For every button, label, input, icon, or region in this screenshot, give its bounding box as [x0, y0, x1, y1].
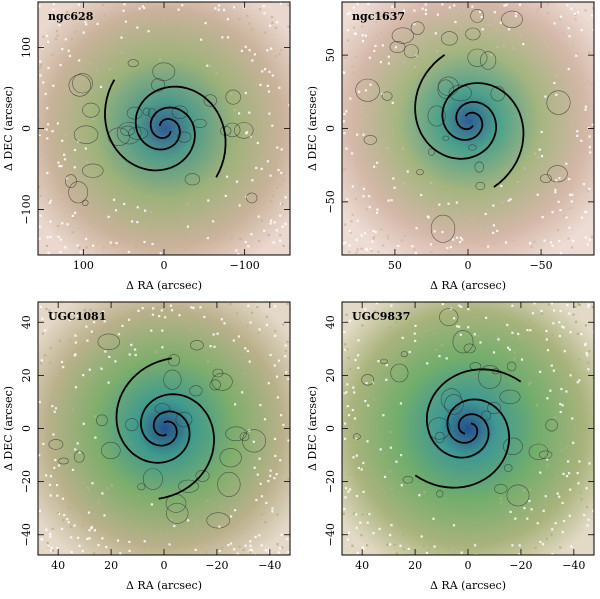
y-axis-label: Δ DEC (arcsec) [2, 386, 15, 471]
panel-name: UGC9837 [352, 310, 410, 323]
x-tick-label: 20 [104, 559, 118, 572]
x-tick-label: −40 [562, 559, 585, 572]
y-tick-label: 0 [20, 425, 33, 432]
y-tick-label: 0 [324, 425, 337, 432]
galaxy-image [38, 2, 290, 255]
spiral-arm-fit [104, 79, 196, 172]
y-tick-label: 0 [324, 125, 337, 132]
y-axis-label: Δ DEC (arcsec) [306, 386, 319, 471]
x-tick-label: −20 [205, 559, 228, 572]
spiral-arm-fit [414, 54, 497, 160]
x-axis-label: Δ RA (arcsec) [430, 579, 506, 592]
y-tick-label: 0 [20, 125, 33, 132]
x-tick-label: −50 [529, 259, 552, 272]
panel-ugc1081: 40 20 0 −20 −40 40 20 0 −20 −40 Δ RA (arcsec) Δ DEC… [2, 301, 291, 592]
x-tick-label: 0 [465, 559, 472, 572]
y-tick-label: −50 [324, 190, 337, 213]
spiral-arm-fit [426, 368, 522, 459]
x-axis-label: Δ RA (arcsec) [430, 279, 506, 292]
y-axis-label: Δ DEC (arcsec) [306, 86, 319, 171]
y-tick-label: 20 [324, 368, 337, 382]
y-tick-label: −100 [20, 194, 33, 224]
panel-ngc628: 100 0 −100 100 0 −100 Δ RA (arcsec) Δ DEC (arcs… [2, 1, 291, 292]
y-tick-label: 50 [324, 48, 337, 62]
x-tick-label: −40 [258, 559, 281, 572]
y-tick-label: −20 [20, 470, 33, 493]
x-tick-label: 0 [465, 259, 472, 272]
y-tick-label: 20 [20, 368, 33, 382]
spiral-arm-fit [441, 82, 525, 188]
panel-ngc1637: 50 0 −50 50 0 −50 Δ RA (arcsec) Δ DEC (arcsec) n… [306, 1, 595, 292]
x-tick-label: 40 [355, 559, 369, 572]
x-tick-label: −100 [230, 259, 260, 272]
galaxy-image [38, 302, 290, 555]
panel-name: ngc628 [48, 10, 94, 23]
x-axis-label: Δ RA (arcsec) [126, 279, 202, 292]
spiral-arm-fit [115, 357, 191, 464]
panel-name: ngc1637 [352, 10, 405, 23]
x-axis-label: Δ RA (arcsec) [126, 579, 202, 592]
panel-name: UGC1081 [48, 310, 106, 323]
panel-ugc9837: 40 20 0 −20 −40 40 20 0 −20 −40 Δ RA (arcsec) Δ DEC… [306, 301, 595, 592]
x-tick-label: 0 [161, 259, 168, 272]
x-tick-label: 50 [388, 259, 402, 272]
x-tick-label: 100 [73, 259, 94, 272]
y-tick-label: −40 [20, 523, 33, 546]
x-tick-label: 40 [51, 559, 65, 572]
y-tick-label: 40 [324, 315, 337, 329]
x-tick-label: −20 [509, 559, 532, 572]
y-tick-label: 40 [20, 315, 33, 329]
galaxy-image [342, 302, 594, 555]
spiral-arm-fit [139, 393, 216, 500]
y-axis-label: Δ DEC (arcsec) [2, 86, 15, 171]
x-tick-label: 20 [408, 559, 422, 572]
spiral-arm-fit [414, 398, 510, 489]
galaxy-image [342, 2, 594, 255]
y-tick-label: −20 [324, 470, 337, 493]
y-tick-label: 100 [20, 37, 33, 58]
x-tick-label: 0 [161, 559, 168, 572]
y-tick-label: −40 [324, 523, 337, 546]
spiral-arm-fit [134, 85, 227, 178]
